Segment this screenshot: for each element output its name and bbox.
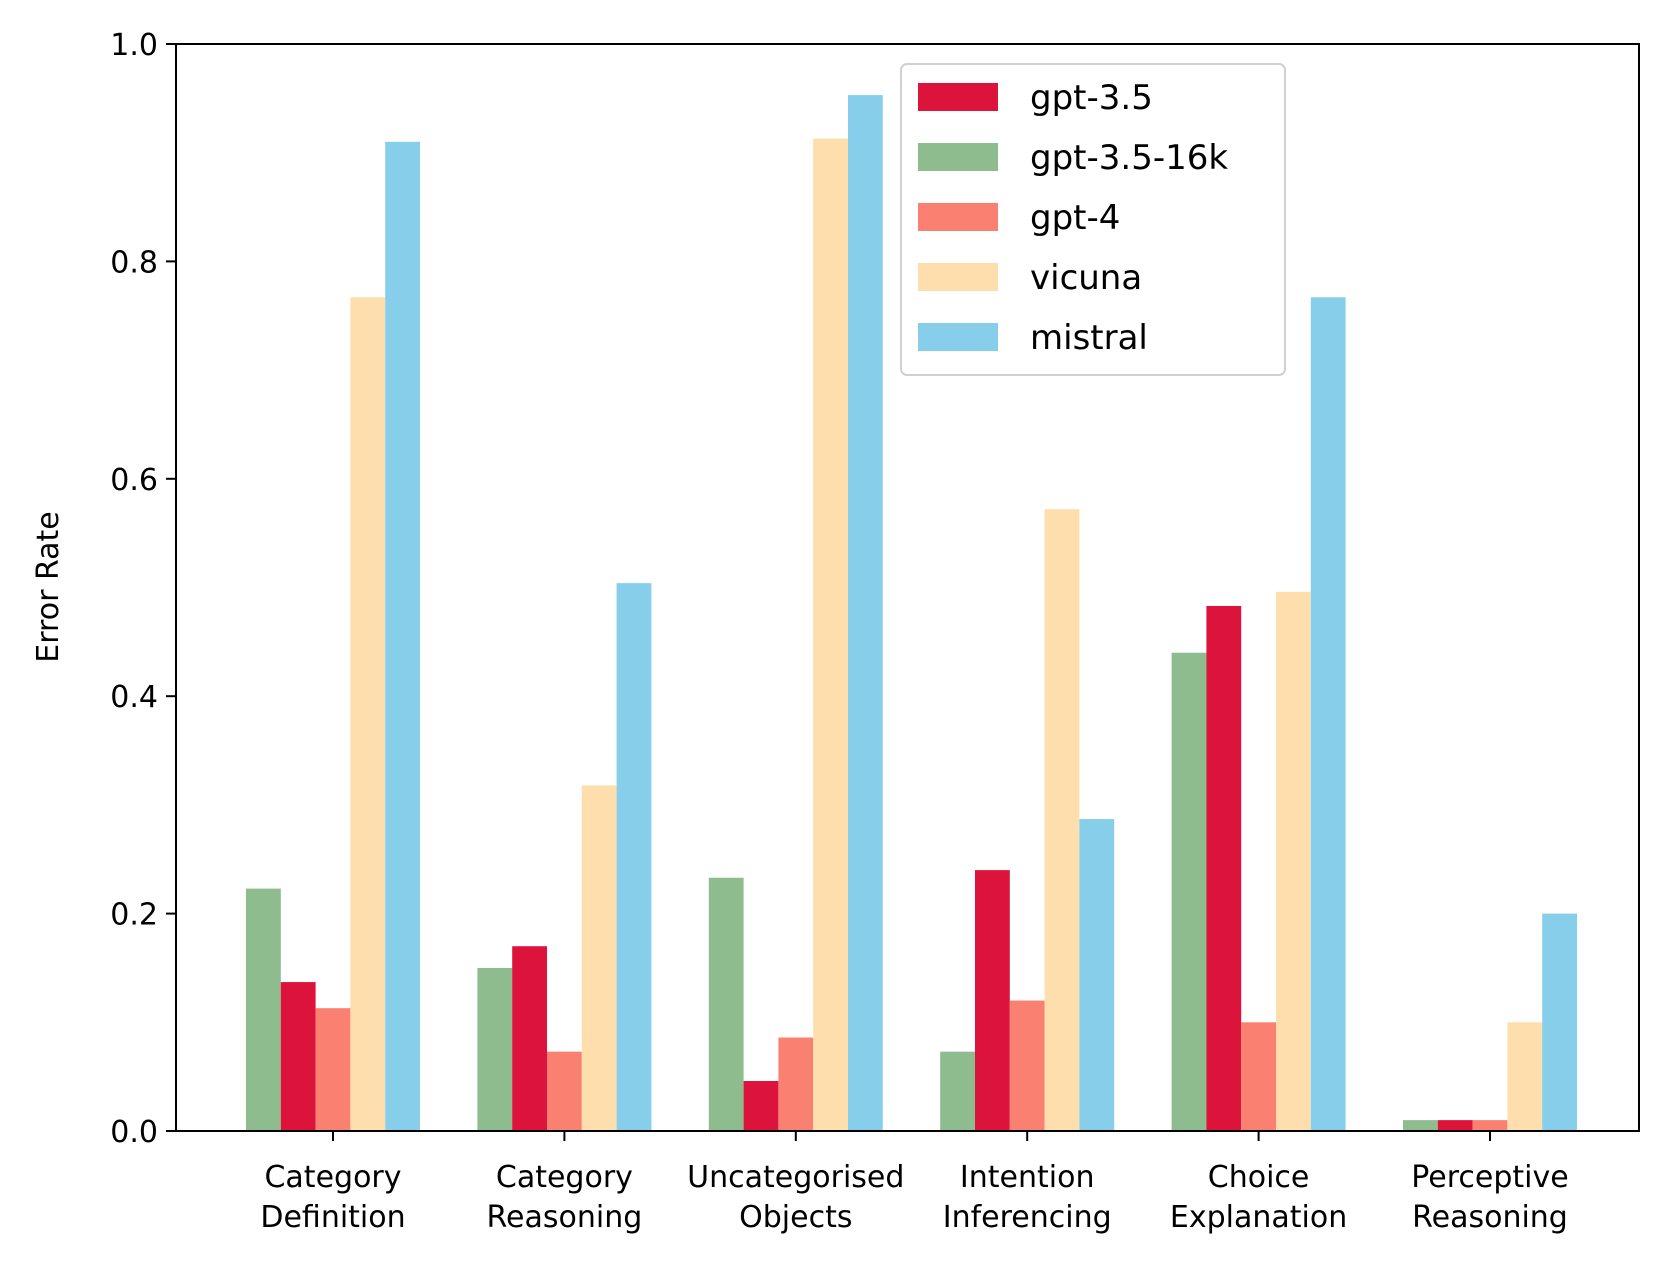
x-tick-label: Category xyxy=(496,1160,633,1195)
bar-gpt-3.5-1 xyxy=(512,946,547,1131)
bar-gpt-4-1 xyxy=(547,1051,582,1131)
legend-swatch-vicuna xyxy=(918,263,998,291)
bar-vicuna-1 xyxy=(581,785,617,1131)
legend-label-gpt-4: gpt-4 xyxy=(1030,198,1120,238)
bar-vicuna-0 xyxy=(350,297,386,1131)
bar-gpt-3.5-16k-4 xyxy=(1171,652,1207,1131)
legend-label-gpt-3.5-16k: gpt-3.5-16k xyxy=(1030,138,1228,178)
bar-gpt-3.5-0 xyxy=(280,982,316,1131)
bar-gpt-4-2 xyxy=(778,1037,814,1131)
y-tick-label: 0.0 xyxy=(110,1115,158,1150)
y-tick-label: 0.4 xyxy=(110,680,158,715)
axes-frame xyxy=(175,43,1640,1132)
x-tick-label: Uncategorised xyxy=(687,1160,904,1195)
legend-swatch-gpt-4 xyxy=(918,203,998,231)
bar-mistral-1 xyxy=(616,583,652,1131)
bar-gpt-3.5-16k-3 xyxy=(940,1051,975,1131)
x-tick-label: Explanation xyxy=(1170,1200,1347,1235)
bar-gpt-3.5-16k-0 xyxy=(246,888,281,1131)
x-tick-label: Reasoning xyxy=(1412,1200,1568,1235)
x-tick-label: Choice xyxy=(1208,1160,1310,1195)
legend-label-mistral: mistral xyxy=(1030,318,1148,358)
bar-vicuna-5 xyxy=(1507,1022,1543,1131)
bar-mistral-5 xyxy=(1542,913,1577,1131)
bar-gpt-4-4 xyxy=(1241,1022,1276,1131)
bar-mistral-0 xyxy=(385,141,420,1131)
bar-vicuna-4 xyxy=(1276,591,1311,1131)
x-axis-ticks: Category Definition Category Reasoning Uncat… xyxy=(260,1131,1569,1235)
legend-swatch-gpt-3.5 xyxy=(918,83,998,111)
x-tick-label: Inferencing xyxy=(943,1200,1112,1235)
bar-mistral-4 xyxy=(1310,297,1346,1131)
bar-vicuna-2 xyxy=(813,138,848,1131)
x-tick-label: Objects xyxy=(739,1200,852,1235)
x-tick-label: Definition xyxy=(260,1200,405,1235)
y-tick-label: 0.8 xyxy=(110,245,158,280)
bar-gpt-3.5-5 xyxy=(1437,1120,1473,1131)
x-tick-label: Intention xyxy=(960,1160,1095,1195)
bar-gpt-3.5-16k-2 xyxy=(708,877,744,1131)
legend-label-gpt-3.5: gpt-3.5 xyxy=(1030,78,1153,118)
bars-group xyxy=(246,95,1577,1132)
bar-gpt-3.5-2 xyxy=(743,1081,779,1131)
bar-gpt-4-3 xyxy=(1009,1000,1045,1131)
bar-mistral-2 xyxy=(848,95,883,1132)
bar-gpt-3.5-16k-1 xyxy=(477,967,513,1131)
y-axis-label: Error Rate xyxy=(31,511,66,662)
legend: gpt-3.5 gpt-3.5-16k gpt-4 vicuna mistral xyxy=(900,63,1286,376)
bar-vicuna-3 xyxy=(1044,509,1080,1131)
x-tick-label: Reasoning xyxy=(487,1200,643,1235)
bar-gpt-3.5-16k-5 xyxy=(1403,1120,1438,1131)
bar-gpt-3.5-4 xyxy=(1206,605,1242,1131)
legend-box xyxy=(900,63,1286,376)
legend-swatch-mistral xyxy=(918,323,998,351)
y-axis-ticks: 0.0 0.2 0.4 0.6 0.8 1.0 xyxy=(110,28,176,1150)
bar-gpt-4-0 xyxy=(315,1008,351,1131)
x-tick-label: Perceptive xyxy=(1411,1160,1568,1195)
bar-mistral-3 xyxy=(1079,819,1115,1131)
bar-gpt-3.5-3 xyxy=(975,870,1010,1131)
y-tick-label: 1.0 xyxy=(110,28,158,63)
y-tick-label: 0.2 xyxy=(110,898,158,933)
legend-swatch-gpt-3.5-16k xyxy=(918,143,998,171)
x-tick-label: Category xyxy=(264,1160,401,1195)
bar-gpt-4-5 xyxy=(1472,1120,1508,1131)
y-tick-label: 0.6 xyxy=(110,463,158,498)
legend-label-vicuna: vicuna xyxy=(1030,258,1142,298)
